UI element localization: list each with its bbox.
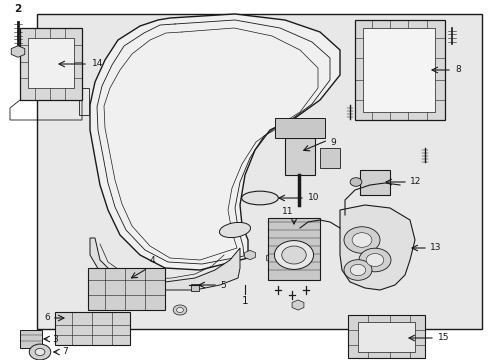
Circle shape xyxy=(29,344,51,360)
Polygon shape xyxy=(20,28,82,100)
Circle shape xyxy=(349,264,365,276)
Bar xyxy=(190,284,199,292)
Polygon shape xyxy=(79,88,89,115)
Text: 14: 14 xyxy=(92,59,103,68)
Text: 1: 1 xyxy=(241,296,248,306)
Polygon shape xyxy=(354,20,444,120)
Circle shape xyxy=(35,348,45,356)
Circle shape xyxy=(351,233,371,247)
Polygon shape xyxy=(267,218,319,280)
Polygon shape xyxy=(347,315,424,358)
Bar xyxy=(357,322,414,352)
Bar xyxy=(274,118,325,138)
Text: 8: 8 xyxy=(454,66,460,75)
Text: 12: 12 xyxy=(409,177,421,186)
Polygon shape xyxy=(285,138,314,175)
Text: 5: 5 xyxy=(220,280,225,289)
Bar xyxy=(28,38,74,88)
Circle shape xyxy=(176,307,183,312)
Ellipse shape xyxy=(219,222,250,238)
Text: 4: 4 xyxy=(150,256,155,265)
Circle shape xyxy=(281,246,305,264)
Circle shape xyxy=(366,253,383,266)
Circle shape xyxy=(343,260,371,280)
Circle shape xyxy=(358,248,390,272)
Bar xyxy=(362,28,434,112)
Polygon shape xyxy=(319,148,339,168)
Circle shape xyxy=(173,305,186,315)
Text: 6: 6 xyxy=(44,314,50,323)
Text: 2: 2 xyxy=(14,4,21,14)
Text: 15: 15 xyxy=(437,333,448,342)
Polygon shape xyxy=(90,14,339,270)
Text: 3: 3 xyxy=(52,334,58,343)
Polygon shape xyxy=(359,170,389,195)
Polygon shape xyxy=(339,205,414,290)
Circle shape xyxy=(274,240,313,269)
Text: 7: 7 xyxy=(62,347,68,356)
Polygon shape xyxy=(88,268,164,310)
Circle shape xyxy=(349,178,361,186)
Text: 10: 10 xyxy=(307,194,319,202)
Bar xyxy=(37,14,481,329)
Circle shape xyxy=(343,227,379,253)
Polygon shape xyxy=(20,330,42,348)
Polygon shape xyxy=(55,312,130,345)
Ellipse shape xyxy=(241,191,278,205)
Text: 11: 11 xyxy=(282,207,293,216)
Text: 13: 13 xyxy=(429,243,441,252)
Polygon shape xyxy=(90,238,240,290)
Text: 9: 9 xyxy=(329,138,335,147)
